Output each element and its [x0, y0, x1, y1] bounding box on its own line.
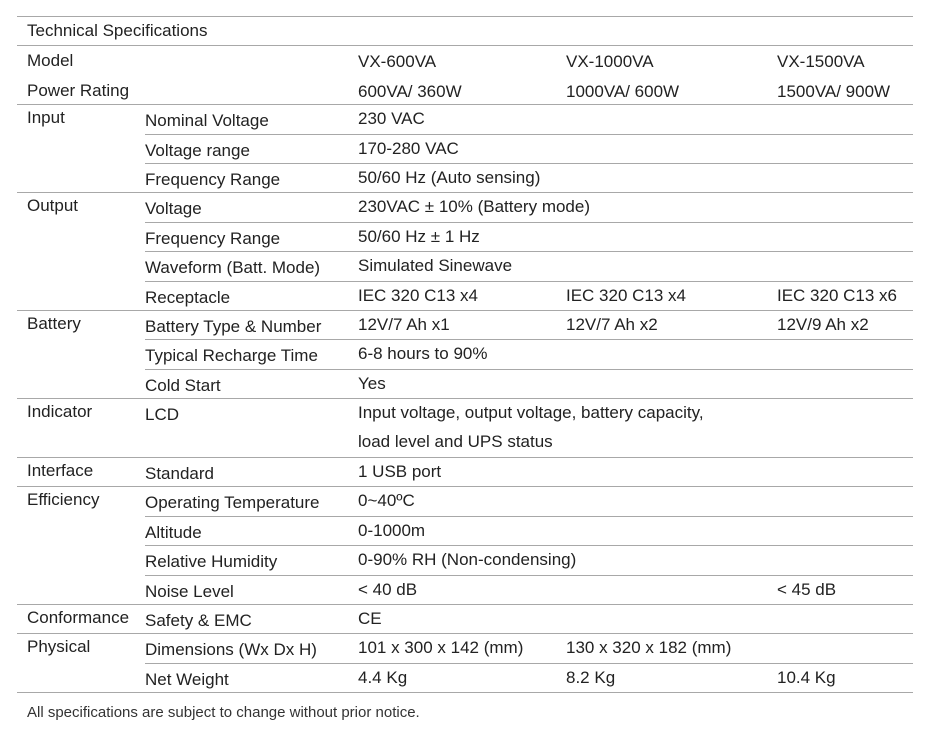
spec-value: 230 VAC	[358, 109, 425, 128]
spec-value: < 45 dB	[777, 580, 837, 599]
row-divider	[17, 45, 913, 46]
spec-value: IEC 320 C13 x4	[358, 286, 479, 305]
spec-label: Frequency Range	[145, 170, 281, 189]
spec-value: IEC 320 C13 x4	[566, 286, 687, 305]
spec-value: 130 x 320 x 182 (mm)	[566, 638, 732, 657]
spec-label: Standard	[145, 464, 214, 483]
spec-label: LCD	[145, 405, 180, 424]
spec-value: 1 USB port	[358, 462, 442, 481]
group-divider	[17, 192, 913, 193]
spec-value: 101 x 300 x 142 (mm)	[358, 638, 524, 657]
spec-value: CE	[358, 609, 382, 628]
sub-row-divider	[145, 516, 913, 517]
sub-row-divider	[145, 339, 913, 340]
sub-row-divider	[145, 281, 913, 282]
spec-value: < 40 dB	[358, 580, 418, 599]
spec-label: Frequency Range	[145, 229, 281, 248]
spec-label: Altitude	[145, 523, 202, 542]
spec-label: Waveform (Batt. Mode)	[145, 258, 321, 277]
sub-row-divider	[145, 222, 913, 223]
spec-label: Receptacle	[145, 288, 231, 307]
spec-value-continuation: load level and UPS status	[358, 432, 553, 451]
group-label: Conformance	[27, 608, 130, 627]
table-title: Technical Specifications	[27, 21, 208, 40]
sub-row-divider	[145, 251, 913, 252]
spec-label: Safety & EMC	[145, 611, 252, 630]
spec-label: Nominal Voltage	[145, 111, 269, 130]
spec-value: 12V/9 Ah x2	[777, 315, 869, 334]
spec-label: Relative Humidity	[145, 552, 278, 571]
group-label: Output	[27, 196, 79, 215]
spec-value: Simulated Sinewave	[358, 256, 513, 275]
table-top-border	[17, 16, 913, 17]
spec-label: Typical Recharge Time	[145, 346, 318, 365]
group-label: Indicator	[27, 402, 93, 421]
header-cell: VX-600VA	[358, 52, 437, 71]
spec-label: Voltage	[145, 199, 202, 218]
sub-row-divider	[145, 134, 913, 135]
row-divider	[17, 104, 913, 105]
spec-value: 0~40ºC	[358, 491, 415, 510]
sub-row-divider	[145, 369, 913, 370]
sub-row-divider	[145, 663, 913, 664]
group-divider	[17, 692, 913, 693]
spec-value: 12V/7 Ah x2	[566, 315, 658, 334]
group-label: Battery	[27, 314, 81, 333]
header-cell: 1000VA/ 600W	[566, 82, 680, 101]
spec-value: 8.2 Kg	[566, 668, 616, 687]
spec-label: Voltage range	[145, 141, 250, 160]
group-label: Efficiency	[27, 490, 100, 509]
spec-label: Battery Type & Number	[145, 317, 322, 336]
group-divider	[17, 604, 913, 605]
group-divider	[17, 398, 913, 399]
spec-value: 170-280 VAC	[358, 139, 459, 158]
spec-value: IEC 320 C13 x6	[777, 286, 898, 305]
sub-row-divider	[145, 163, 913, 164]
group-divider	[17, 457, 913, 458]
sub-row-divider	[145, 575, 913, 576]
group-label: Interface	[27, 461, 94, 480]
group-divider	[17, 310, 913, 311]
header-cell: 1500VA/ 900W	[777, 82, 891, 101]
spec-value: 0-1000m	[358, 521, 426, 540]
header-row-label: Model	[27, 51, 74, 70]
header-cell: 600VA/ 360W	[358, 82, 462, 101]
group-label: Input	[27, 108, 65, 127]
group-label: Physical	[27, 637, 91, 656]
header-cell: VX-1500VA	[777, 52, 865, 71]
spec-value: Input voltage, output voltage, battery c…	[358, 403, 704, 422]
spec-value: 50/60 Hz ± 1 Hz	[358, 227, 480, 246]
group-divider	[17, 633, 913, 634]
spec-value: Yes	[358, 374, 386, 393]
header-row-label: Power Rating	[27, 81, 130, 100]
spec-value: 6-8 hours to 90%	[358, 344, 488, 363]
footer-note: All specifications are subject to change…	[27, 704, 420, 721]
spec-label: Cold Start	[145, 376, 221, 395]
spec-label: Dimensions (Wx Dx H)	[145, 640, 317, 659]
spec-value: 12V/7 Ah x1	[358, 315, 450, 334]
spec-value: 50/60 Hz (Auto sensing)	[358, 168, 541, 187]
header-cell: VX-1000VA	[566, 52, 654, 71]
group-divider	[17, 486, 913, 487]
sub-row-divider	[145, 545, 913, 546]
spec-value: 0-90% RH (Non-condensing)	[358, 550, 577, 569]
spec-label: Noise Level	[145, 582, 234, 601]
spec-label: Net Weight	[145, 670, 229, 689]
spec-value: 230VAC ± 10% (Battery mode)	[358, 197, 591, 216]
spec-label: Operating Temperature	[145, 493, 320, 512]
spec-value: 10.4 Kg	[777, 668, 836, 687]
spec-value: 4.4 Kg	[358, 668, 408, 687]
